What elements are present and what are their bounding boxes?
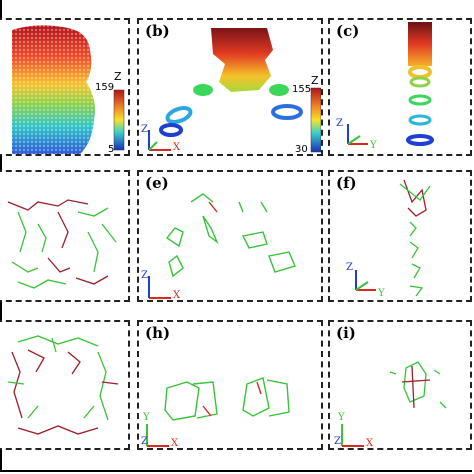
panel-b-pointcloud (148, 28, 321, 153)
axis-x-label: X (173, 142, 181, 153)
panel-d (0, 170, 130, 302)
panel-c-pointcloud (347, 22, 434, 146)
axis-z-label: Z (141, 124, 148, 135)
panel-e: (e) Z X (137, 170, 323, 302)
panel-d-edges (7, 199, 117, 289)
axis-y-label: Y (370, 140, 377, 151)
panel-g-edges (7, 335, 119, 435)
panel-e-edges (148, 193, 296, 299)
panel-i: (i) Y Z X (328, 320, 472, 450)
axis-x-label: X (366, 438, 374, 449)
axis-z-label: Z (336, 118, 343, 129)
panel-label: (f) (336, 174, 357, 192)
panel-a-pointcloud (12, 25, 125, 154)
panel-g (0, 320, 130, 450)
colorbar-max: 155 (292, 84, 312, 95)
axis-x-label: X (171, 438, 179, 449)
axis-y-label: Y (143, 412, 150, 423)
axis-z-label: Z (334, 436, 341, 447)
panel-c: (c) Z Y (328, 18, 472, 156)
axis-y-label: Y (378, 288, 385, 299)
panel-label: (i) (336, 324, 356, 342)
colorbar-max: 159 (95, 82, 115, 93)
panel-label: (c) (336, 22, 360, 40)
panel-a: Z 159 5 (0, 18, 130, 156)
panel-i-edges (341, 361, 447, 447)
panel-b: (b) Z 155 30 Z X (137, 18, 323, 156)
panel-h: (h) Y Z X (137, 320, 323, 450)
axis-z-label: Z (141, 436, 148, 447)
panel-label: (e) (145, 174, 169, 192)
axis-x-label: X (173, 290, 181, 301)
axis-y-label: Y (338, 412, 345, 423)
colorbar-min: 30 (295, 144, 308, 155)
axis-z-label: Z (346, 262, 353, 273)
panel-label: (h) (145, 324, 171, 342)
panel-f: (f) Z Y (328, 170, 472, 302)
colorbar-z-label: Z (114, 70, 122, 83)
panel-f-edges (355, 179, 431, 297)
colorbar-min: 5 (108, 144, 115, 155)
colorbar-z-label: Z (311, 74, 319, 87)
panel-label: (b) (145, 22, 170, 40)
axis-z-label: Z (141, 270, 148, 281)
panel-h-edges (146, 377, 290, 447)
